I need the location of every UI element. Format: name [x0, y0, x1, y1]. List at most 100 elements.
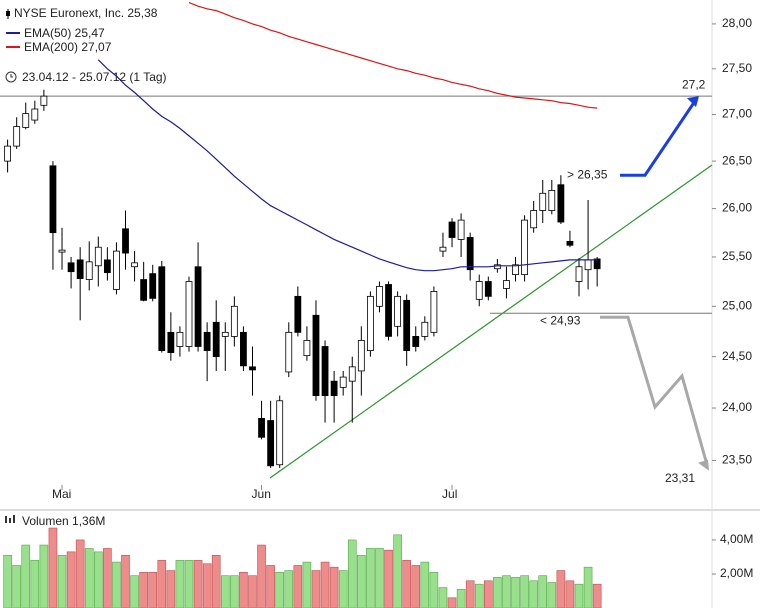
candle-body [339, 376, 347, 388]
volume-bar [293, 565, 303, 608]
y-tick-label: 25,50 [722, 249, 752, 263]
candle-body [330, 380, 338, 397]
volume-bar [130, 575, 139, 608]
candle-body [13, 126, 21, 147]
candle-body [593, 258, 601, 270]
volume-bar [248, 575, 257, 608]
volume-bar [456, 588, 466, 608]
candle-body [4, 145, 11, 162]
candle-body [158, 266, 166, 351]
candle-body [484, 281, 492, 297]
volume-bar [574, 583, 584, 608]
arrow [620, 97, 699, 177]
candle-body [267, 420, 275, 467]
candle-body [176, 331, 184, 347]
y-tick-label: 4,00M [720, 532, 753, 546]
volume-bar [447, 597, 457, 608]
candle-body [67, 262, 75, 273]
candle-body [49, 165, 57, 234]
volume-bar [320, 561, 330, 608]
candle-body [348, 366, 356, 382]
volume-bar [556, 570, 566, 608]
x-tick-label: Mai [52, 487, 71, 501]
volume-bar [30, 560, 40, 608]
candle-body [321, 346, 329, 397]
volume-bar [384, 549, 393, 608]
volume-bar [402, 560, 411, 608]
volume-bar [375, 548, 384, 608]
volume-bar [166, 570, 176, 608]
volume-bar [484, 580, 493, 608]
y-tick-label: 27,00 [722, 107, 752, 121]
candle-body [85, 261, 93, 280]
volume-bar [302, 561, 312, 608]
volume-bar [493, 577, 502, 608]
legend: NYSE Euronext, Inc. 25,38 23.04.12 - 25.… [5, 6, 167, 528]
candle-body [167, 331, 175, 353]
y-tick-label: 24,00 [722, 400, 752, 414]
volume-bar [39, 544, 49, 608]
annotation-label: 27,2 [682, 77, 706, 91]
ema-line [97, 59, 598, 272]
volume-bar [21, 544, 31, 608]
volume-bar [148, 571, 158, 608]
volume-bar [230, 575, 239, 608]
candle-body [466, 237, 474, 271]
volume-bar [438, 587, 448, 608]
volume-bar [529, 580, 538, 608]
candle-body [203, 331, 211, 351]
y-tick-label: 26,50 [722, 153, 752, 167]
candle-body [131, 262, 138, 268]
volume-bar [520, 575, 529, 608]
candle-body [557, 184, 565, 223]
volume-bar [474, 583, 484, 608]
candle-body [376, 286, 383, 307]
y-tick-label: 27,50 [722, 61, 752, 75]
volume-bar [284, 570, 294, 608]
chart-title: NYSE Euronext, Inc. 25,38 [14, 6, 158, 20]
trend-line [269, 164, 713, 479]
volume-bar [411, 565, 421, 608]
volume-bar [193, 560, 203, 608]
volume-bar [275, 571, 285, 608]
candle-body [103, 259, 111, 274]
volume-bar [184, 560, 194, 608]
candle-body [285, 331, 293, 373]
volume-bar [547, 582, 557, 608]
candle-body [530, 210, 538, 229]
volume-bar [239, 571, 248, 608]
volume-bar [420, 561, 430, 608]
candle-body [221, 331, 229, 337]
volume-bar [338, 570, 348, 608]
volume-bar [121, 554, 130, 608]
volume-bar [157, 560, 167, 608]
candle-body [249, 366, 256, 371]
volume-icon [13, 515, 15, 523]
candle-body [240, 331, 247, 367]
volume-bar [592, 583, 602, 608]
candle-body [366, 295, 374, 351]
volume-bar [202, 563, 212, 608]
candle-body [230, 305, 238, 337]
volume-bar [211, 554, 221, 608]
y-tick-label: 28,00 [722, 16, 752, 30]
volume-bar [465, 580, 475, 608]
volume-bar [583, 566, 593, 608]
candle-body [140, 279, 148, 301]
arrowhead [687, 96, 699, 108]
candle-body [475, 281, 483, 300]
y-tick-label: 23,50 [722, 453, 752, 467]
candle-body [512, 264, 519, 276]
candle-body [113, 250, 120, 290]
candle-body [212, 321, 220, 358]
candle-body [421, 321, 429, 337]
volume-bar [12, 565, 21, 608]
volume-bar [66, 551, 76, 608]
volume-bar [366, 548, 375, 608]
legend-label: EMA(50) 25,47 [24, 26, 105, 40]
candle-body [40, 95, 48, 106]
volume-bar [511, 577, 520, 608]
annotation-label: < 24,93 [540, 313, 581, 327]
volume-bar [565, 580, 575, 608]
annotation-label: > 26,35 [567, 167, 608, 181]
